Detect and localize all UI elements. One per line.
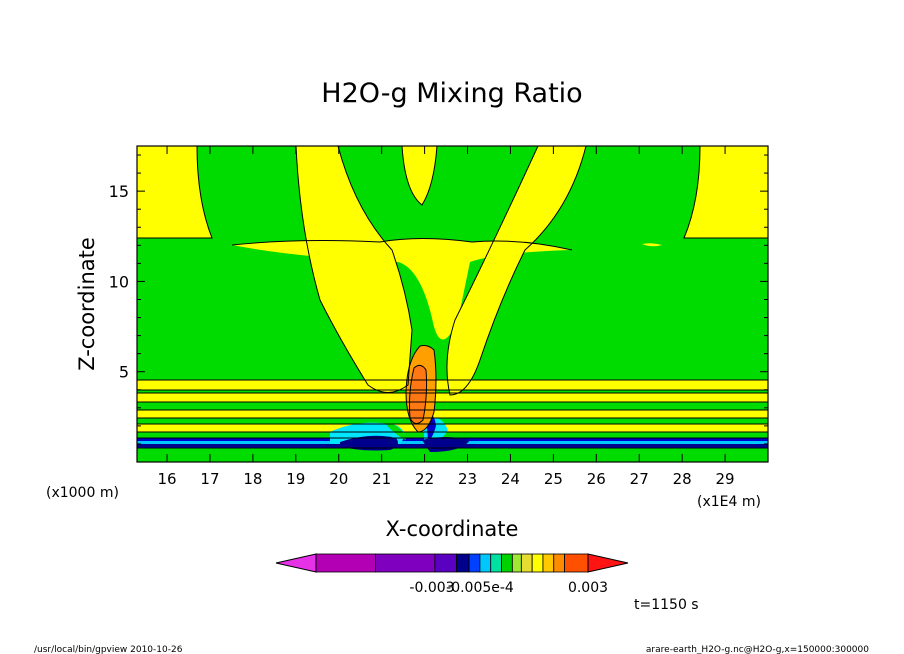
x-tick-label: 25 — [544, 470, 563, 488]
colorbar-arrow-high — [587, 553, 629, 573]
region-navy-left — [340, 435, 398, 451]
x-tick-label: 24 — [501, 470, 520, 488]
region-left-arm — [296, 146, 412, 393]
x-tick-label: 27 — [630, 470, 649, 488]
band-yellow-3 — [137, 410, 768, 418]
band-yellow-2 — [137, 393, 768, 402]
colorbar-swatch — [468, 553, 481, 573]
x-tick-label: 22 — [415, 470, 434, 488]
y-axis: 5 10 15 — [109, 154, 768, 445]
x-tick-label: 19 — [286, 470, 305, 488]
x-tick-label: 29 — [716, 470, 735, 488]
colorbar-swatch — [479, 553, 492, 573]
region-center-plume — [402, 146, 437, 205]
region-mid-band — [232, 238, 572, 340]
band-bottom-green — [137, 448, 768, 462]
x-tick-label: 28 — [673, 470, 692, 488]
band-green-low — [137, 432, 768, 438]
colorbar-swatch — [553, 553, 565, 573]
region-top-left — [137, 146, 212, 238]
colorbar-swatch — [315, 553, 376, 573]
contour-lines — [137, 146, 768, 449]
colorbar-swatch — [531, 553, 544, 573]
colorbar-swatch — [456, 553, 470, 573]
region-top-right — [684, 146, 768, 238]
x-tick-label: 26 — [587, 470, 606, 488]
time-label: t=1150 s — [634, 597, 699, 613]
x-tick-label: 16 — [158, 470, 177, 488]
y-tick-label: 15 — [109, 182, 129, 201]
plot-area — [137, 146, 768, 462]
colorbar-swatch — [434, 553, 457, 573]
x-axis: 16 17 18 19 20 21 22 23 24 25 26 27 28 29 — [158, 146, 735, 488]
x-unit-label: (x1E4 m) — [697, 494, 761, 510]
colorbar-swatch — [520, 553, 533, 573]
band-yellow-1 — [137, 380, 768, 390]
colorbar-swatch — [564, 553, 589, 573]
colorbar-tick-label: 0.003 — [568, 580, 608, 596]
x-tick-label: 17 — [200, 470, 219, 488]
x-tick-label: 18 — [243, 470, 262, 488]
colorbar-swatch — [501, 553, 513, 573]
plot-frame — [136, 145, 769, 463]
region-small-island — [642, 243, 662, 247]
footer-left: /usr/local/bin/gpview 2010-10-26 — [34, 645, 183, 654]
colorbar: -0.003-0.005e-4 0.003 — [275, 553, 629, 596]
x-tick-label: 23 — [458, 470, 477, 488]
x-axis-label: X-coordinate — [386, 517, 519, 541]
x-tick-label: 21 — [372, 470, 391, 488]
colorbar-swatch — [375, 553, 436, 573]
footer-right: arare-earth_H2O-g.nc@H2O-g,x=150000:3000… — [646, 645, 869, 654]
chart-title: H2O-g Mixing Ratio — [321, 78, 582, 109]
region-right-arm — [446, 146, 586, 395]
region-green-notch — [384, 422, 406, 440]
y-tick-label: 5 — [119, 363, 129, 382]
colorbar-swatch — [542, 553, 555, 573]
band-yellow-4 — [137, 424, 768, 432]
colorbar-tick-label: -0.005e-4 — [446, 580, 514, 596]
colorbar-swatch — [511, 553, 522, 573]
y-tick-label: 10 — [109, 272, 129, 291]
x-tick-label: 20 — [329, 470, 348, 488]
colorbar-arrow-low — [275, 553, 317, 573]
y-axis-label: Z-coordinate — [75, 237, 99, 371]
y-unit-label: (x1000 m) — [46, 485, 119, 501]
colorbar-swatch — [490, 553, 502, 573]
colorbar-tick-label: -0.003 — [409, 580, 454, 596]
